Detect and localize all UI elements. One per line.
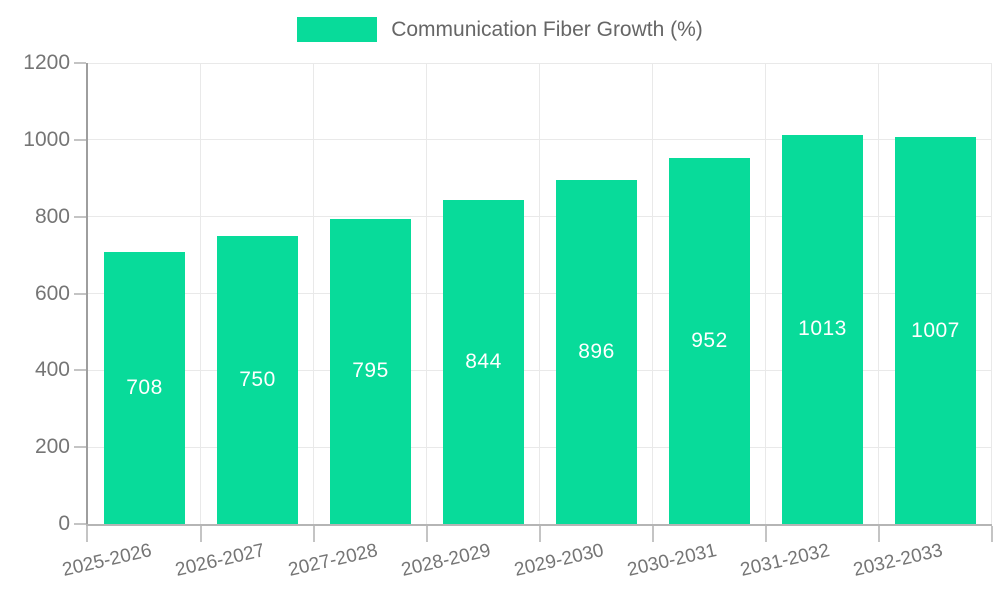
gridline-vertical — [652, 63, 653, 524]
y-axis-label-text: 600 — [34, 281, 70, 305]
bar[interactable]: 750 — [217, 235, 298, 524]
gridline-horizontal — [88, 446, 992, 448]
y-tick-mark — [74, 138, 86, 141]
x-tick-mark — [200, 526, 202, 542]
x-tick-mark — [539, 526, 541, 542]
bar-value-label: 844 — [465, 349, 502, 373]
y-axis-label: 1000 — [0, 128, 70, 152]
legend[interactable]: Communication Fiber Growth (%) — [0, 17, 1000, 42]
bar-value-label: 1013 — [798, 317, 847, 341]
y-axis-label: 800 — [0, 205, 70, 229]
gridline-horizontal — [88, 62, 992, 64]
y-axis-line — [86, 63, 88, 526]
x-tick-mark — [652, 526, 654, 542]
x-tick-mark — [426, 526, 428, 542]
x-tick-mark — [86, 526, 88, 542]
gridline-horizontal — [88, 293, 992, 294]
x-tick-mark — [878, 526, 880, 542]
y-tick-mark — [74, 292, 86, 295]
gridline-vertical — [200, 63, 201, 524]
y-axis-label-text: 400 — [34, 358, 70, 382]
x-axis-label-text: 2032-2033 — [850, 540, 945, 581]
y-axis-label-text: 200 — [34, 435, 70, 459]
bar-value-label: 750 — [239, 367, 276, 391]
y-tick-mark — [74, 215, 86, 218]
legend-swatch — [297, 17, 378, 42]
y-axis-label-text: 800 — [34, 204, 70, 228]
bar[interactable]: 795 — [330, 218, 411, 524]
y-axis-label-text: 0 — [58, 512, 70, 535]
y-tick-mark — [74, 62, 86, 64]
y-tick-mark — [74, 523, 86, 525]
x-tick-mark — [991, 526, 993, 542]
bar-value-label: 896 — [578, 339, 615, 363]
bar[interactable]: 896 — [556, 179, 637, 524]
bar[interactable]: 952 — [669, 158, 750, 524]
legend-label: Communication Fiber Growth (%) — [391, 18, 703, 41]
bar-value-label: 708 — [126, 375, 163, 399]
bar[interactable]: 708 — [104, 252, 185, 524]
y-tick-mark — [74, 446, 86, 449]
bar-value-label: 795 — [352, 359, 389, 383]
gridline-horizontal — [88, 139, 992, 141]
bar[interactable]: 844 — [443, 199, 524, 524]
bar-value-label: 1007 — [911, 318, 960, 342]
y-tick-mark — [74, 369, 86, 372]
x-tick-mark — [765, 526, 767, 542]
y-axis-label: 1200 — [0, 51, 70, 75]
gridline-horizontal — [88, 369, 992, 371]
gridline-vertical — [765, 63, 766, 524]
gridline-horizontal — [88, 216, 992, 218]
y-axis-label: 400 — [0, 358, 70, 382]
bar[interactable]: 1013 — [782, 134, 863, 524]
gridline-vertical — [878, 63, 879, 524]
y-axis-label: 0 — [0, 512, 70, 536]
gridline-vertical — [539, 63, 540, 524]
x-tick-mark — [313, 526, 315, 542]
y-axis-label: 600 — [0, 282, 70, 306]
gridline-vertical — [426, 63, 427, 524]
bar[interactable]: 1007 — [895, 137, 976, 524]
y-axis-label-text: 1200 — [23, 51, 70, 74]
gridline-vertical — [313, 63, 314, 524]
bar-value-label: 952 — [691, 329, 728, 353]
x-axis-line — [86, 524, 992, 526]
gridline-vertical — [991, 63, 992, 524]
y-axis-label: 200 — [0, 435, 70, 459]
y-axis-label-text: 1000 — [23, 127, 70, 151]
